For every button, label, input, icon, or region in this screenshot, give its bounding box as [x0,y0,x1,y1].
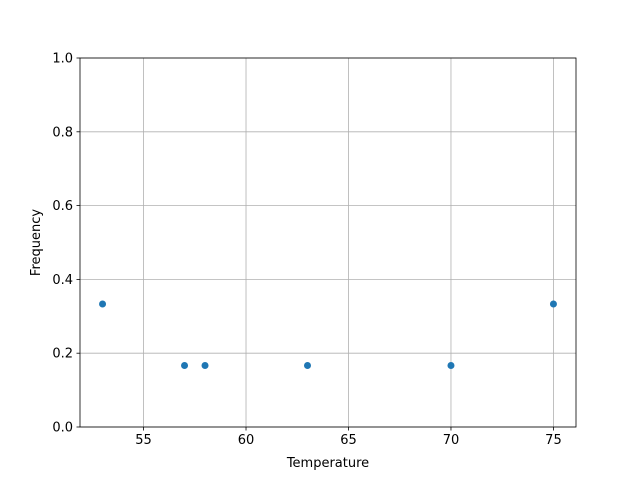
y-tick-label: 0.6 [52,199,73,214]
grid [80,57,576,428]
plot-frame [79,57,577,428]
y-tick-label: 0.2 [52,347,73,362]
x-axis-label: Temperature [286,456,369,471]
y-tick-label: 0.4 [52,273,73,288]
y-tick-label: 0.0 [52,421,73,436]
ticks: 55 60 65 70 75 0.0 0.2 0.4 0.6 0.8 1.0 [52,52,561,449]
y-tick-label: 0.8 [52,125,73,140]
data-point [549,300,557,308]
x-tick-label: 60 [238,433,255,448]
data-point [201,361,209,369]
y-tick-label: 1.0 [52,52,73,67]
x-tick-label: 70 [443,433,460,448]
data-point [304,361,312,369]
x-tick-label: 65 [340,433,357,448]
data-point [447,361,455,369]
x-tick-label: 55 [135,433,152,448]
x-tick-label: 75 [545,433,562,448]
data-point [99,300,107,308]
y-axis-label: Frequency [29,209,44,276]
data-points [99,300,557,369]
data-point [181,361,189,369]
